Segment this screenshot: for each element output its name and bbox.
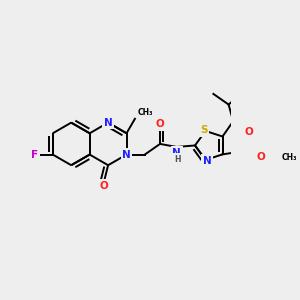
Text: N: N — [203, 156, 212, 166]
Text: N: N — [172, 148, 181, 158]
Text: H: H — [174, 154, 181, 164]
Text: N: N — [104, 118, 112, 128]
Text: O: O — [256, 152, 265, 162]
Text: O: O — [245, 127, 254, 137]
Text: F: F — [31, 150, 38, 160]
Text: O: O — [99, 181, 108, 191]
Text: CH₃: CH₃ — [282, 153, 297, 162]
Text: S: S — [200, 125, 208, 135]
Text: CH₃: CH₃ — [138, 108, 154, 117]
Text: O: O — [156, 119, 164, 129]
Text: N: N — [122, 150, 131, 160]
